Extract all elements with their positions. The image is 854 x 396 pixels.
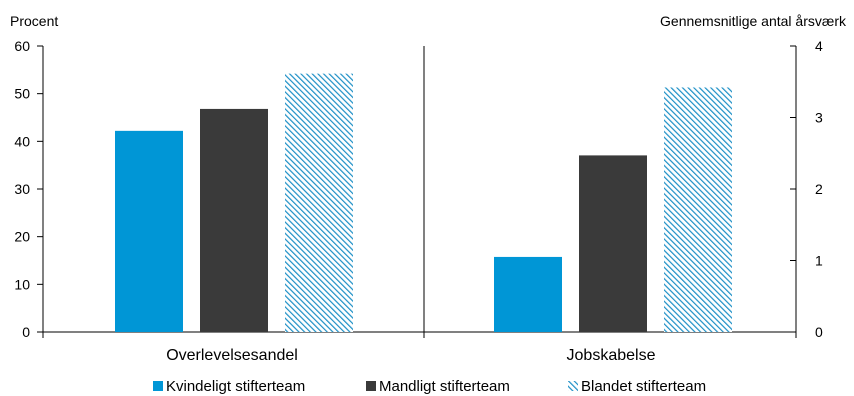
bar-jobskabelse-blandet <box>664 87 732 332</box>
bar-overlevelsesandel-kvindeligt <box>115 130 183 332</box>
legend-swatch-mandligt <box>366 381 376 391</box>
right-tick-label: 4 <box>815 38 823 54</box>
bar-overlevelsesandel-blandet <box>285 73 353 332</box>
category-label-overlevelsesandel: Overlevelsesandel <box>166 347 298 364</box>
left-tick-label: 40 <box>14 133 30 149</box>
legend-label-mandligt: Mandligt stifterteam <box>379 378 510 395</box>
left-tick-label: 0 <box>22 324 30 340</box>
left-tick-label: 10 <box>14 276 30 292</box>
legend-swatch-blandet <box>568 381 578 391</box>
right-axis: 0 1 2 3 4 <box>790 38 823 340</box>
legend-label-kvindeligt: Kvindeligt stifterteam <box>166 378 305 395</box>
bars <box>115 73 732 332</box>
right-tick-label: 1 <box>815 253 823 269</box>
left-tick-label: 20 <box>14 229 30 245</box>
category-label-jobskabelse: Jobskabelse <box>567 347 656 364</box>
legend: Kvindeligt stifterteam Mandligt stiftert… <box>153 378 706 395</box>
bar-jobskabelse-kvindeligt <box>494 256 562 332</box>
bar-jobskabelse-mandligt <box>579 155 647 332</box>
bar-overlevelsesandel-mandligt <box>200 108 268 332</box>
left-tick-label: 30 <box>14 181 30 197</box>
legend-swatch-kvindeligt <box>153 381 163 391</box>
left-tick-label: 50 <box>14 86 30 102</box>
left-axis: 0 10 20 30 40 50 60 <box>14 38 43 340</box>
right-tick-label: 2 <box>815 181 823 197</box>
right-tick-label: 0 <box>815 324 823 340</box>
left-axis-label: Procent <box>10 13 58 29</box>
legend-label-blandet: Blandet stifterteam <box>581 378 706 395</box>
left-tick-label: 60 <box>14 38 30 54</box>
right-axis-label: Gennemsnitlige antal årsværk <box>660 13 847 29</box>
right-tick-label: 3 <box>815 110 823 126</box>
